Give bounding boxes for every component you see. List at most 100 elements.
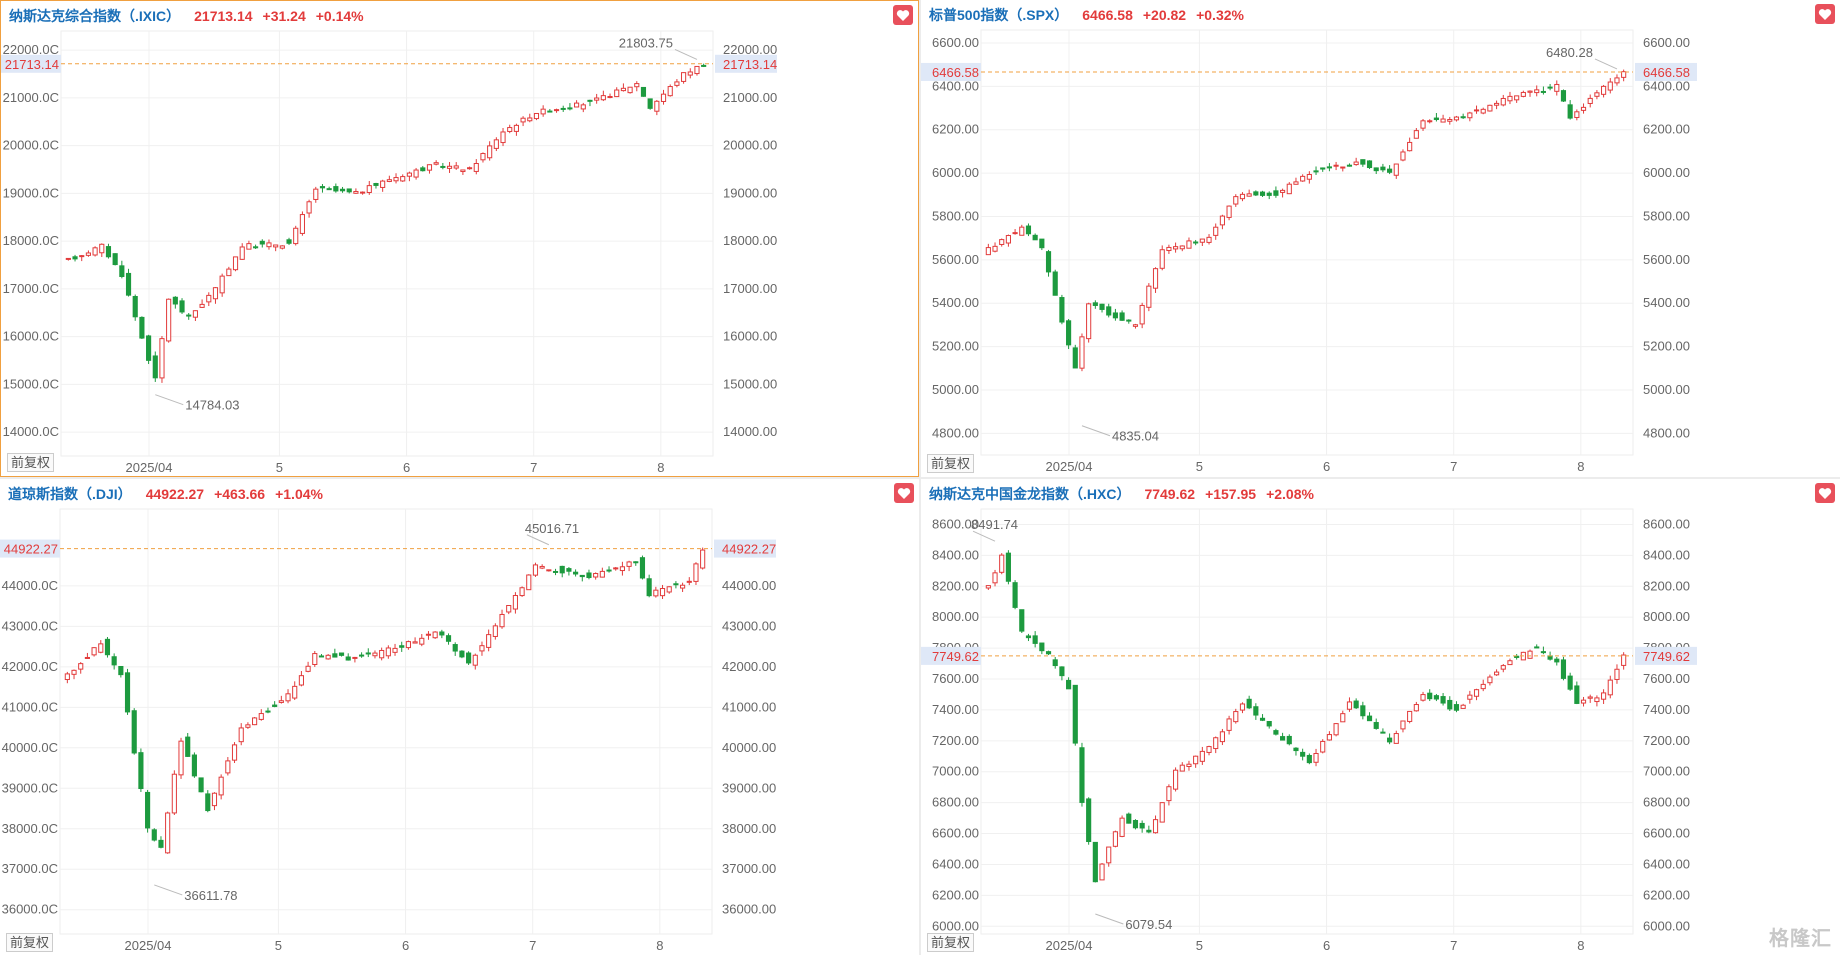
candle <box>1313 166 1319 175</box>
candle <box>1366 160 1373 169</box>
candle <box>1621 69 1627 82</box>
candle-body <box>1366 160 1373 169</box>
y-tick-label-left: 42000.0C <box>2 659 58 674</box>
candle-body <box>152 355 158 379</box>
last-price-tag-left <box>1 54 61 73</box>
candle-body <box>1353 161 1359 166</box>
candle-body <box>1072 347 1078 369</box>
last-price-label-left: 21713.14 <box>5 57 59 72</box>
x-tick-label: 7 <box>529 938 536 953</box>
candle <box>1106 846 1112 867</box>
candle <box>680 582 686 592</box>
candle <box>627 86 633 94</box>
chart-panel-ixic[interactable]: 纳斯达克综合指数（.IXIC） 21713.14 +31.24 +0.14% 前复权 14… <box>0 0 919 477</box>
candle <box>1045 650 1052 656</box>
y-tick-label-left: 8400.00 <box>932 547 979 562</box>
last-price-label-right: 7749.62 <box>1643 649 1690 664</box>
candle-body <box>446 165 453 169</box>
candle-body <box>1621 654 1627 666</box>
candle-body <box>72 256 78 260</box>
plot-area <box>60 30 714 457</box>
last-price-tag-right <box>1635 646 1697 665</box>
last-price-tag-left <box>921 646 981 665</box>
candle <box>1580 696 1587 707</box>
last-price-label-right: 21713.14 <box>723 57 777 72</box>
chart-panel-spx[interactable]: 标普500指数（.SPX） 6466.58 +20.82 +0.32% 前复权 4800.… <box>921 0 1840 477</box>
candle <box>1527 649 1533 659</box>
candle <box>360 191 366 195</box>
y-tick-label-left: 8200.00 <box>932 578 979 593</box>
candle-body <box>1373 167 1379 172</box>
candle-body <box>1407 141 1413 152</box>
candle-body <box>85 252 91 256</box>
adjust-mode-button[interactable]: 前复权 <box>927 933 975 952</box>
candle <box>1346 697 1353 712</box>
candle <box>425 631 432 640</box>
favorite-heart-button[interactable] <box>893 5 913 25</box>
y-tick-label-left: 18000.0C <box>3 233 59 248</box>
candle-body <box>1353 700 1359 709</box>
candle-body <box>1467 694 1473 700</box>
candle <box>693 562 699 585</box>
adjust-mode-button[interactable]: 前复权 <box>927 454 975 473</box>
candle <box>1045 249 1052 277</box>
chart-panel-hxc[interactable]: 纳斯达克中国金龙指数（.HXC） 7749.62 +157.95 +2.08% 前复权 6… <box>921 479 1840 956</box>
candle-body <box>1213 226 1219 236</box>
candle <box>681 72 687 84</box>
index-name: 道琼斯指数（.DJI） <box>8 486 132 502</box>
candle <box>231 742 238 764</box>
y-tick-label-right: 36000.00 <box>722 902 776 917</box>
candle-body <box>1366 715 1373 722</box>
y-tick-label-left: 22000.0C <box>3 42 59 57</box>
candle <box>1427 689 1433 702</box>
candle-body <box>453 165 459 169</box>
favorite-heart-button[interactable] <box>1815 483 1835 503</box>
candle <box>118 665 124 678</box>
adjust-mode-button[interactable]: 前复权 <box>7 453 55 472</box>
candle-body <box>992 245 998 252</box>
candle-body <box>1346 701 1353 710</box>
x-tick-label: 7 <box>1450 938 1457 953</box>
candle <box>600 90 606 102</box>
candle-body <box>1166 786 1172 802</box>
y-tick-label-left: 37000.0C <box>2 861 58 876</box>
candle-body <box>412 641 418 644</box>
candle <box>440 162 446 170</box>
candle-body <box>573 571 579 575</box>
favorite-heart-button[interactable] <box>1815 4 1835 24</box>
y-tick-label-left: 7600.00 <box>932 671 979 686</box>
candle <box>1112 830 1118 848</box>
y-tick-label-left: 21000.0C <box>3 90 59 105</box>
y-tick-label-left: 4800.00 <box>932 425 979 440</box>
candle <box>1092 841 1098 883</box>
candle-body <box>1199 238 1205 243</box>
candle-body <box>185 736 191 757</box>
candle-body <box>1440 696 1446 704</box>
candle-body <box>1413 130 1419 139</box>
candle-body <box>1480 108 1486 114</box>
candle <box>1206 234 1212 245</box>
candle <box>171 770 177 815</box>
candle <box>279 245 285 250</box>
y-tick-label-right: 7600.00 <box>1643 671 1690 686</box>
candle <box>1019 224 1025 236</box>
candle <box>1019 609 1025 634</box>
candle-body <box>1621 71 1627 78</box>
candle-body <box>499 613 505 628</box>
candle-body <box>1320 167 1326 170</box>
candle <box>146 334 152 365</box>
favorite-heart-button[interactable] <box>894 483 914 503</box>
adjust-mode-button[interactable]: 前复权 <box>6 933 54 952</box>
candle <box>1286 182 1292 195</box>
candle <box>647 98 653 110</box>
candle <box>1433 693 1439 702</box>
candle-body <box>1601 85 1607 95</box>
candle-body <box>79 255 85 258</box>
chart-panel-dji[interactable]: 道琼斯指数（.DJI） 44922.27 +463.66 +1.04% 前复权 36000… <box>0 479 919 956</box>
candle-body <box>1106 306 1112 316</box>
candle-body <box>432 631 438 639</box>
candle-body <box>166 298 172 342</box>
candle <box>158 836 164 849</box>
candle <box>573 569 579 577</box>
candle-body <box>633 561 639 564</box>
